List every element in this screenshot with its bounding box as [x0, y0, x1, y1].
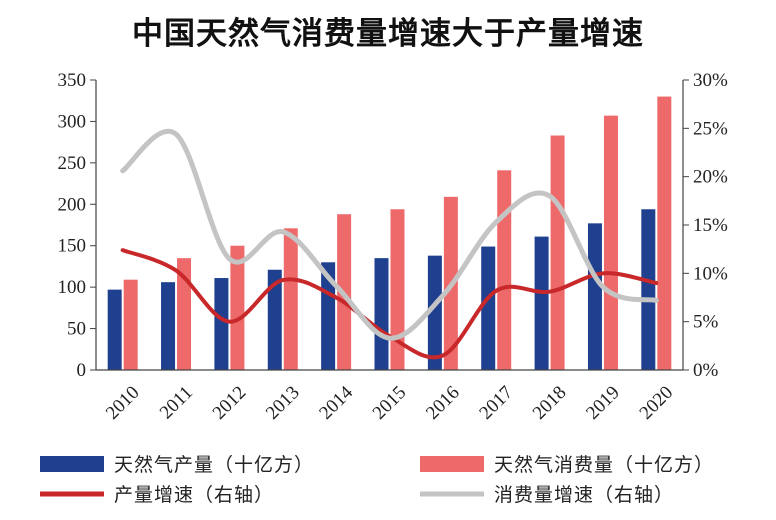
legend-label: 天然气消费量（十亿方） — [494, 454, 714, 476]
left-tick-label: 100 — [58, 277, 87, 298]
left-tick-label: 350 — [58, 70, 87, 91]
consumption-bar — [390, 209, 405, 370]
chart-title: 中国天然气消费量增速大于产量增速 — [132, 16, 644, 52]
right-tick-label: 25% — [693, 118, 728, 139]
lines-layer — [120, 128, 659, 360]
left-tick-label: 0 — [77, 360, 87, 381]
legend-label: 消费量增速（右轴） — [494, 484, 674, 506]
consumption-bar — [550, 135, 565, 370]
consumption-bar — [657, 96, 672, 371]
production-bar — [214, 278, 229, 370]
x-tick-label: 2020 — [636, 382, 678, 424]
x-tick-label: 2017 — [475, 382, 517, 424]
x-tick-label: 2013 — [262, 382, 304, 424]
production-bar — [107, 289, 122, 370]
left-tick-label: 300 — [58, 111, 87, 132]
production-bar — [161, 282, 176, 370]
production-bar — [587, 223, 602, 370]
x-tick-label: 2015 — [369, 382, 411, 424]
legend-label: 产量增速（右轴） — [114, 484, 274, 506]
legend-label: 天然气产量（十亿方） — [114, 454, 314, 476]
x-tick-label: 2014 — [315, 382, 357, 424]
x-tick-label: 2012 — [209, 382, 251, 424]
production-bar — [641, 209, 656, 370]
right-tick-label: 20% — [693, 167, 728, 188]
bars-layer — [107, 96, 672, 371]
legend: 天然气产量（十亿方） 天然气消费量（十亿方） 产量增速（右轴） 消费量增速（右轴） — [40, 454, 714, 506]
consumption-growth-line — [120, 128, 659, 341]
x-tick-label: 2011 — [156, 382, 197, 423]
x-tick-label: 2018 — [529, 382, 571, 424]
production-bar — [374, 258, 389, 370]
consumption-bar — [497, 170, 512, 370]
consumption-bar — [230, 245, 245, 370]
production-growth-line — [120, 248, 659, 360]
production-bar — [267, 269, 282, 370]
x-tick-label: 2010 — [102, 382, 144, 424]
legend-swatch — [40, 456, 104, 472]
right-tick-label: 0% — [693, 360, 719, 381]
right-tick-label: 5% — [693, 312, 719, 333]
left-tick-label: 250 — [58, 153, 87, 174]
consumption-bar — [603, 115, 618, 370]
left-tick-label: 150 — [58, 236, 87, 257]
production-bar — [534, 236, 549, 370]
right-tick-label: 30% — [693, 70, 728, 91]
production-bar — [427, 255, 442, 370]
right-tick-label: 15% — [693, 215, 728, 236]
consumption-bar — [283, 228, 298, 370]
left-tick-label: 200 — [58, 194, 87, 215]
legend-swatch — [420, 456, 484, 472]
consumption-bar — [123, 279, 138, 370]
production-bar — [481, 246, 496, 370]
left-tick-label: 50 — [67, 319, 86, 340]
x-tick-label: 2016 — [422, 382, 464, 424]
x-tick-label: 2019 — [582, 382, 624, 424]
consumption-bar — [177, 258, 192, 370]
right-tick-label: 10% — [693, 263, 728, 284]
